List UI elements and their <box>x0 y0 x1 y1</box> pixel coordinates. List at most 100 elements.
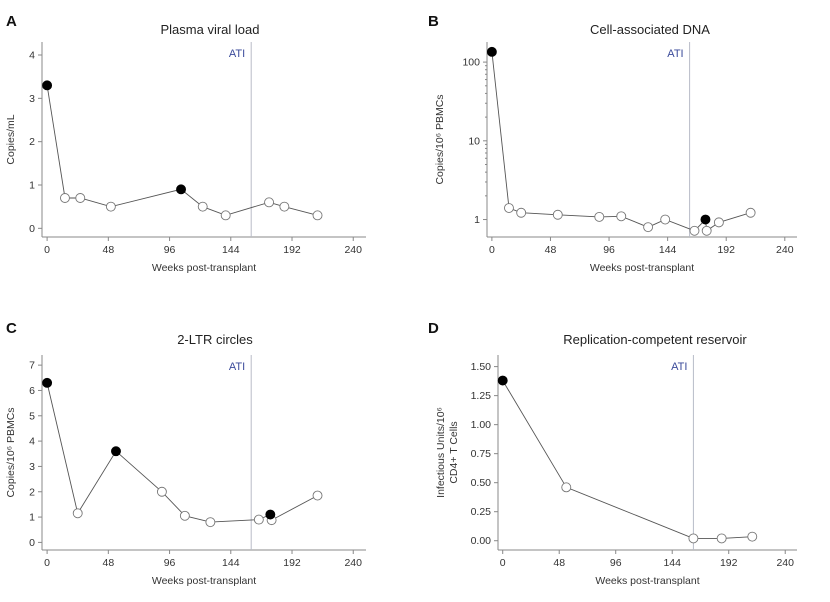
y-tick-label: 1 <box>29 180 35 192</box>
data-point-filled <box>265 509 276 520</box>
data-point-open <box>264 197 275 208</box>
x-tick-label: 144 <box>222 557 240 569</box>
y-tick-label: 1 <box>29 512 35 524</box>
x-tick-label: 96 <box>610 557 622 569</box>
x-tick-label: 144 <box>659 244 677 256</box>
data-point-open <box>279 201 290 212</box>
data-point-open <box>594 211 605 222</box>
data-point-open <box>156 486 167 497</box>
y-tick-label: 2 <box>29 486 35 498</box>
data-point-open <box>552 209 563 220</box>
y-axis-title: Infectious Units/10⁶CD4+ T Cells <box>435 407 460 498</box>
data-point-open <box>312 210 323 221</box>
x-tick-label: 144 <box>663 557 681 569</box>
chart-title: 2-LTR circles <box>177 332 253 347</box>
ati-label: ATI <box>671 361 687 373</box>
y-tick-label: 0.25 <box>471 506 492 518</box>
x-tick-label: 0 <box>500 557 506 569</box>
y-tick-label: 0.50 <box>471 477 492 489</box>
data-point-open <box>220 210 231 221</box>
data-point-open <box>60 193 70 203</box>
x-tick-label: 96 <box>603 244 615 256</box>
chart-title: Plasma viral load <box>161 22 260 37</box>
x-tick-label: 48 <box>102 557 114 569</box>
data-point-filled <box>111 446 121 457</box>
data-point-open <box>561 482 572 493</box>
data-point-open <box>616 211 627 222</box>
x-tick-label: 0 <box>44 557 50 569</box>
series-line <box>491 51 751 232</box>
y-tick-label: 0.75 <box>471 448 492 460</box>
series-line <box>502 380 753 539</box>
panel-letter: A <box>6 13 17 30</box>
ati-label: ATI <box>229 361 245 373</box>
x-tick-label: 48 <box>102 244 114 256</box>
data-point-open <box>205 517 216 528</box>
chart-title: Cell-associated DNA <box>590 22 710 37</box>
x-tick-label: 96 <box>164 244 176 256</box>
ati-label: ATI <box>229 48 245 60</box>
data-point-open <box>179 510 190 521</box>
data-point-open <box>745 207 756 218</box>
y-tick-label: 1.25 <box>471 390 492 402</box>
x-tick-label: 192 <box>283 557 301 569</box>
y-axis-title-line: CD4+ T Cells <box>448 421 460 483</box>
data-point-open <box>72 508 83 519</box>
data-point-open <box>689 225 700 236</box>
x-tick-label: 192 <box>720 557 738 569</box>
data-point-open <box>747 531 758 542</box>
data-point-open <box>688 533 699 544</box>
panel-A: A Plasma viral load 0 48 96 144 192 240 0 1 2 3 4 Wee… <box>5 13 366 274</box>
data-point-open <box>312 490 323 501</box>
x-axis-title: Weeks post-transplant <box>595 575 699 587</box>
panel-letter: B <box>428 13 439 30</box>
x-tick-label: 240 <box>776 557 794 569</box>
x-tick-label: 240 <box>776 244 794 256</box>
y-tick-label: 6 <box>29 385 35 397</box>
data-point-open <box>197 201 208 212</box>
series-line <box>46 382 318 523</box>
y-tick-label: 3 <box>29 93 35 105</box>
data-point-open <box>643 222 654 233</box>
data-point-open <box>253 514 264 525</box>
y-tick-label: 7 <box>29 360 35 372</box>
x-tick-label: 240 <box>344 244 362 256</box>
y-tick-label: 3 <box>29 461 35 473</box>
y-tick-label: 10 <box>468 135 480 147</box>
x-tick-label: 0 <box>489 244 495 256</box>
data-point-filled <box>42 80 53 91</box>
panel-C: C 2-LTR circles 0 48 96 144 192 240 0 1 2 3 4 5 6 7 Week… <box>5 320 366 587</box>
y-axis-title: Copies/10⁶ PBMCs <box>434 94 446 184</box>
data-point-open <box>716 533 727 544</box>
data-point-open <box>105 201 116 212</box>
x-tick-label: 144 <box>222 244 240 256</box>
data-point-open <box>504 203 514 213</box>
x-axis-title: Weeks post-transplant <box>590 262 694 274</box>
data-point-filled <box>176 184 186 195</box>
y-tick-label: 4 <box>29 436 35 448</box>
y-tick-label: 0 <box>29 537 35 549</box>
data-point-open <box>701 225 712 236</box>
y-tick-label: 4 <box>29 50 35 62</box>
x-tick-label: 192 <box>717 244 735 256</box>
data-point-open <box>713 217 724 228</box>
x-tick-label: 48 <box>545 244 557 256</box>
panel-letter: D <box>428 320 439 337</box>
data-point-open <box>660 214 671 225</box>
panel-B: B Cell-associated DNA 0 48 96 144 192 240 1 10 100… <box>428 13 797 274</box>
y-tick-label: 1 <box>474 214 480 226</box>
x-axis-title: Weeks post-transplant <box>152 575 256 587</box>
y-tick-label: 0 <box>29 223 35 235</box>
y-tick-label: 1.50 <box>471 361 492 373</box>
data-point-open <box>516 207 527 218</box>
y-tick-label: 100 <box>462 57 480 69</box>
ati-label: ATI <box>667 48 683 60</box>
y-tick-label: 1.00 <box>471 419 492 431</box>
x-tick-label: 0 <box>44 244 50 256</box>
y-axis-title-line: Infectious Units/10⁶ <box>435 407 447 498</box>
y-axis-title: Copies/10⁶ PBMCs <box>5 407 17 497</box>
x-axis-title: Weeks post-transplant <box>152 262 256 274</box>
x-tick-label: 96 <box>164 557 176 569</box>
x-tick-label: 48 <box>553 557 565 569</box>
